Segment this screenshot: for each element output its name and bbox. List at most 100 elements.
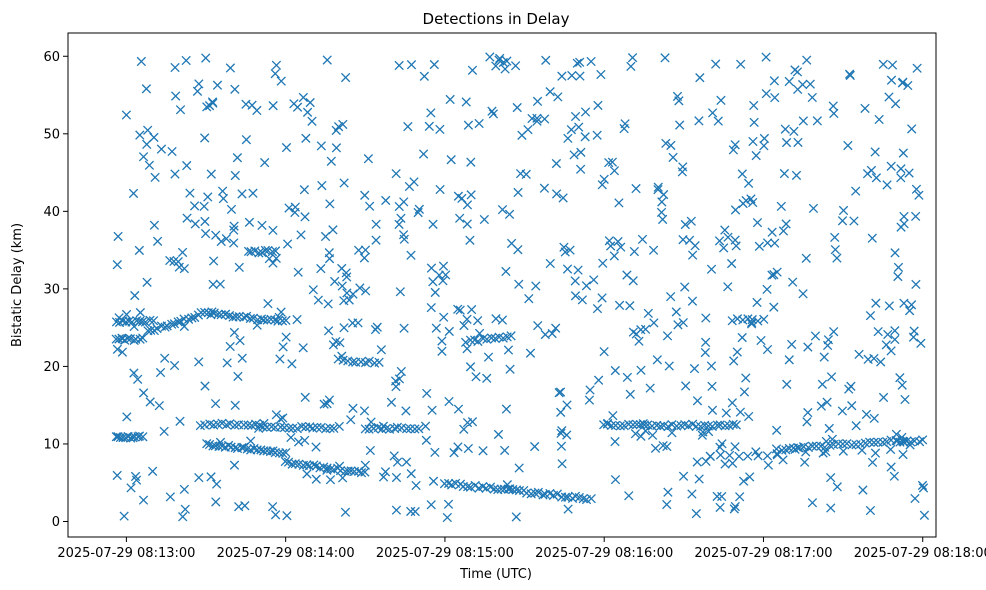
data-point bbox=[826, 472, 836, 483]
data-point bbox=[624, 491, 634, 501]
data-point bbox=[678, 235, 688, 245]
data-point bbox=[494, 55, 504, 65]
data-point bbox=[761, 88, 771, 99]
data-point bbox=[749, 117, 759, 128]
data-point bbox=[876, 357, 886, 367]
data-point bbox=[884, 92, 894, 102]
data-point bbox=[391, 168, 401, 179]
data-point bbox=[735, 407, 746, 417]
data-point bbox=[727, 398, 737, 408]
data-point bbox=[580, 107, 591, 117]
data-point bbox=[218, 193, 229, 204]
data-point bbox=[707, 405, 718, 415]
data-point bbox=[620, 119, 630, 129]
data-point bbox=[443, 499, 454, 509]
data-point bbox=[573, 265, 583, 275]
data-point bbox=[511, 512, 521, 522]
data-point bbox=[206, 169, 216, 179]
data-point bbox=[364, 356, 374, 366]
data-point bbox=[292, 314, 302, 325]
data-point bbox=[609, 166, 620, 176]
data-point bbox=[887, 60, 898, 70]
data-point bbox=[142, 277, 152, 287]
data-point bbox=[803, 407, 813, 418]
data-point bbox=[626, 61, 636, 72]
data-point bbox=[906, 300, 917, 310]
data-point bbox=[707, 381, 717, 392]
data-point bbox=[807, 441, 818, 451]
data-point bbox=[763, 460, 773, 470]
y-axis-title: Bistatic Delay (km) bbox=[10, 223, 25, 347]
data-point bbox=[474, 118, 484, 129]
data-point bbox=[217, 186, 228, 196]
data-point bbox=[692, 457, 702, 467]
data-point bbox=[687, 250, 698, 260]
data-point bbox=[180, 504, 190, 514]
data-point bbox=[455, 305, 465, 315]
data-point bbox=[510, 61, 521, 71]
data-point bbox=[659, 189, 669, 200]
data-point bbox=[738, 198, 748, 209]
data-point bbox=[851, 186, 861, 196]
data-point bbox=[122, 412, 132, 422]
data-point bbox=[837, 406, 848, 416]
data-point bbox=[567, 70, 577, 81]
data-point bbox=[145, 397, 155, 407]
data-point bbox=[610, 365, 620, 376]
data-point bbox=[307, 116, 317, 126]
data-point bbox=[138, 388, 149, 398]
data-point bbox=[196, 307, 206, 318]
data-point bbox=[136, 56, 147, 67]
data-point bbox=[247, 100, 257, 110]
data-point bbox=[230, 84, 240, 94]
data-point bbox=[732, 347, 742, 357]
data-point bbox=[873, 326, 883, 337]
data-point bbox=[355, 283, 365, 293]
data-point bbox=[391, 472, 402, 483]
data-point bbox=[599, 420, 609, 430]
data-point bbox=[175, 416, 185, 426]
data-point bbox=[323, 326, 334, 336]
data-point bbox=[599, 346, 609, 357]
data-point bbox=[506, 238, 517, 249]
y-tick-label: 50 bbox=[43, 127, 60, 142]
data-point bbox=[237, 443, 247, 453]
data-point bbox=[700, 420, 710, 430]
data-point bbox=[890, 326, 900, 336]
data-point bbox=[444, 326, 454, 337]
data-point bbox=[394, 374, 405, 384]
data-point bbox=[727, 316, 737, 326]
data-point bbox=[728, 145, 739, 155]
data-point bbox=[342, 272, 352, 282]
data-point bbox=[135, 307, 146, 318]
data-point bbox=[869, 353, 879, 364]
data-point bbox=[138, 432, 148, 442]
data-point bbox=[267, 246, 278, 257]
data-point bbox=[687, 296, 698, 306]
data-point bbox=[706, 264, 717, 274]
data-point bbox=[899, 298, 909, 308]
data-point bbox=[428, 476, 439, 486]
data-point bbox=[666, 140, 676, 151]
data-point bbox=[597, 180, 607, 190]
data-point bbox=[128, 188, 139, 199]
data-point bbox=[230, 170, 240, 181]
data-point bbox=[604, 236, 614, 246]
data-point bbox=[811, 441, 822, 451]
chart-title: Detections in Delay bbox=[423, 10, 570, 28]
data-point bbox=[694, 474, 704, 484]
data-point bbox=[281, 142, 292, 153]
data-point bbox=[778, 226, 789, 236]
data-point bbox=[155, 367, 166, 378]
data-point bbox=[628, 327, 639, 337]
y-tick-label: 20 bbox=[43, 360, 60, 375]
data-point bbox=[130, 471, 141, 482]
data-point bbox=[202, 102, 212, 112]
data-point bbox=[867, 457, 878, 468]
data-point bbox=[126, 483, 136, 493]
data-point bbox=[803, 342, 813, 352]
data-point bbox=[200, 216, 210, 227]
data-point bbox=[298, 343, 308, 353]
data-point bbox=[724, 450, 735, 461]
data-point bbox=[631, 183, 641, 194]
